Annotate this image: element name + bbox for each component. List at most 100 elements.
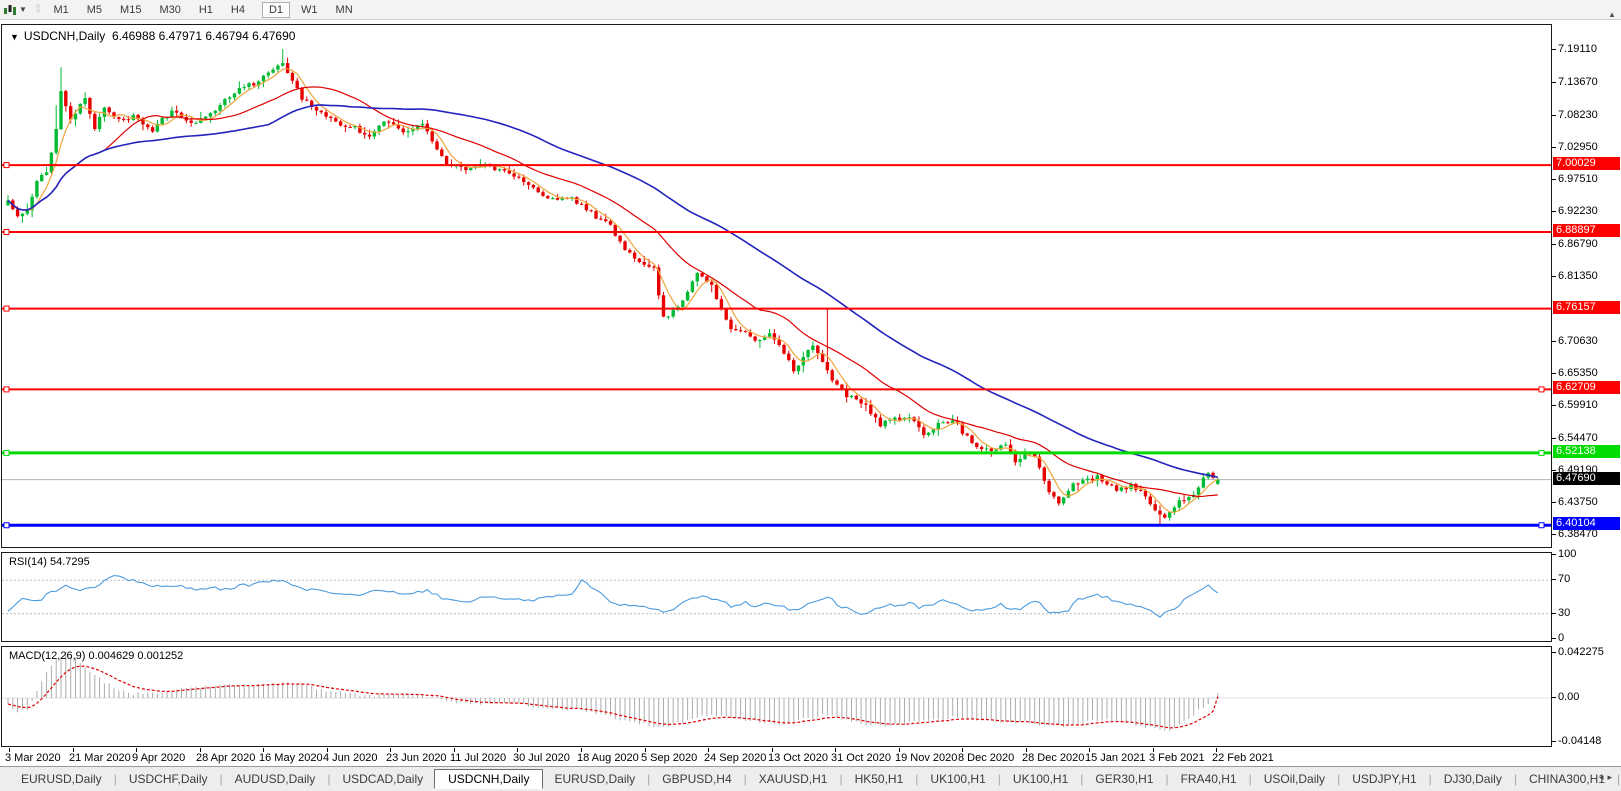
candle-body — [541, 192, 545, 196]
candle-body — [1004, 444, 1008, 446]
date-axis-label[interactable]: 5 Sep 2020 — [641, 752, 698, 764]
date-axis-label[interactable]: 21 Mar 2020 — [69, 752, 131, 764]
level-price-badge[interactable]: 7.00029 — [1553, 157, 1620, 170]
candle-body — [300, 88, 304, 100]
candle-body — [714, 284, 719, 300]
date-axis-label[interactable]: 23 Jun 2020 — [386, 752, 447, 764]
date-axis-label[interactable]: 3 Mar 2020 — [5, 752, 61, 764]
line-handle-right[interactable] — [1538, 522, 1545, 529]
level-price-badge[interactable]: 6.62709 — [1553, 381, 1620, 394]
date-axis-label[interactable]: 3 Feb 2021 — [1149, 752, 1205, 764]
chart-tool-dropdown-icon[interactable]: ▼ — [19, 5, 27, 14]
rsi-axis-tick — [1552, 638, 1556, 639]
candle-body — [613, 224, 617, 236]
candle-body — [411, 129, 415, 132]
chart-tool-icon[interactable] — [3, 4, 17, 16]
chart-tab-XAUUSD-H1[interactable]: XAUUSD,H1 — [758, 772, 828, 786]
chart-tab-CHINA300-H1[interactable]: CHINA300,H1 — [1528, 772, 1605, 786]
date-axis-label[interactable]: 4 Jun 2020 — [323, 752, 378, 764]
price-axis-tick — [1552, 49, 1556, 50]
date-axis-label[interactable]: 30 Jul 2020 — [513, 752, 570, 764]
date-axis-label[interactable]: 8 Dec 2020 — [958, 752, 1015, 764]
chart-tab-FRA40-H1[interactable]: FRA40,H1 — [1180, 772, 1237, 786]
level-price-badge[interactable]: 6.40104 — [1553, 517, 1620, 530]
price-chart-pane[interactable]: ▼ USDCNH,Daily 6.46988 6.47971 6.46794 6.… — [1, 24, 1552, 548]
level-price-badge[interactable]: 6.76157 — [1553, 301, 1620, 314]
price-axis-tick — [1552, 147, 1556, 148]
date-axis-label[interactable]: 16 May 2020 — [259, 752, 323, 764]
date-axis-tick — [1216, 748, 1217, 752]
chart-tab-USDJPY-H1[interactable]: USDJPY,H1 — [1352, 772, 1417, 786]
timeframe-button-M15[interactable]: M15 — [120, 3, 142, 16]
timeframe-button-M5[interactable]: M5 — [86, 3, 103, 16]
timeframe-button-MN[interactable]: MN — [335, 3, 353, 16]
timeframe-button-M1[interactable]: M1 — [53, 3, 69, 16]
timeframe-button-D1[interactable]: D1 — [261, 1, 291, 18]
chart-tab-AUDUSD-Daily[interactable]: AUDUSD,Daily — [234, 772, 316, 786]
chart-tab-EURUSD-Daily[interactable]: EURUSD,Daily — [21, 772, 102, 786]
tab-scroll-left-icon[interactable]: ◂ — [1598, 772, 1608, 782]
candle-body — [213, 110, 217, 114]
chart-tab-UK100-H1[interactable]: UK100,H1 — [1012, 772, 1069, 786]
date-axis-label[interactable]: 9 Apr 2020 — [132, 752, 186, 764]
line-handle-left[interactable] — [3, 386, 10, 393]
timeframe-button-W1[interactable]: W1 — [301, 3, 318, 16]
candle-body — [647, 264, 651, 267]
chart-tab-USOil-Daily[interactable]: USOil,Daily — [1263, 772, 1326, 786]
date-axis-label[interactable]: 19 Nov 2020 — [895, 752, 958, 764]
candle-body — [150, 127, 155, 132]
rsi-indicator-pane[interactable]: RSI(14) 54.7295 — [1, 552, 1552, 642]
chart-tab-GER30-H1[interactable]: GER30,H1 — [1095, 772, 1154, 786]
candle-body — [40, 175, 44, 182]
date-axis-label[interactable]: 18 Aug 2020 — [577, 752, 639, 764]
chart-tab-USDCNH-Daily[interactable]: USDCNH,Daily — [434, 769, 544, 789]
timeframe-button-H1[interactable]: H1 — [198, 3, 213, 16]
candle-body — [719, 299, 724, 310]
date-axis-label[interactable]: 11 Jul 2020 — [450, 752, 507, 764]
date-axis-label[interactable]: 22 Feb 2021 — [1212, 752, 1274, 764]
scroll-up-icon[interactable]: ▲ — [1608, 10, 1616, 19]
line-handle-left[interactable] — [3, 162, 10, 169]
date-axis-label[interactable]: 28 Dec 2020 — [1022, 752, 1085, 764]
level-price-badge[interactable]: 6.52138 — [1553, 445, 1620, 458]
candle-body — [363, 132, 367, 135]
candle-body — [218, 105, 222, 111]
date-axis-label[interactable]: 13 Oct 2020 — [768, 752, 828, 764]
chart-tab-USDCAD-Daily[interactable]: USDCAD,Daily — [342, 772, 424, 786]
price-axis-label: 7.08230 — [1558, 109, 1598, 121]
line-handle-left[interactable] — [3, 305, 10, 312]
line-handle-right[interactable] — [1538, 386, 1545, 393]
date-axis-label[interactable]: 31 Oct 2020 — [831, 752, 891, 764]
line-handle-right[interactable] — [1538, 449, 1545, 456]
chart-tab-HK50-H1[interactable]: HK50,H1 — [854, 772, 904, 786]
macd-indicator-pane[interactable]: MACD(12,26,9) 0.004629 0.001252 — [1, 646, 1552, 747]
date-axis-label[interactable]: 24 Sep 2020 — [704, 752, 767, 764]
line-handle-left[interactable] — [3, 449, 10, 456]
chart-tab-UK100-H1[interactable]: UK100,H1 — [930, 772, 986, 786]
tab-scroll-right-icon[interactable]: ▸ — [1607, 772, 1616, 782]
line-handle-left[interactable] — [3, 522, 10, 529]
candle-body — [926, 432, 931, 436]
line-handle-left[interactable] — [3, 229, 10, 236]
candle-body — [401, 128, 405, 133]
date-axis-label[interactable]: 28 Apr 2020 — [196, 752, 256, 764]
date-axis-tick — [835, 748, 836, 752]
date-axis-tick — [1153, 748, 1154, 752]
level-price-badge[interactable]: 6.88897 — [1553, 224, 1620, 237]
toolbar-grip-icon: ⁞⁞ — [35, 4, 40, 15]
chart-tab-GBPUSD-H4[interactable]: GBPUSD,H4 — [662, 772, 732, 786]
candle-body — [724, 309, 728, 320]
chart-tab-DJ30-Daily[interactable]: DJ30,Daily — [1443, 772, 1502, 786]
chart-collapse-icon[interactable]: ▼ — [10, 32, 19, 42]
price-axis-label: 6.43750 — [1558, 496, 1598, 508]
chart-tab-EURUSD-Daily[interactable]: EURUSD,Daily — [554, 772, 636, 786]
timeframe-button-H4[interactable]: H4 — [230, 3, 245, 16]
candle-body — [112, 112, 116, 118]
macd-axis-tick — [1552, 741, 1556, 742]
candle-body — [194, 122, 198, 124]
date-axis[interactable]: 3 Mar 2020 21 Mar 2020 9 Apr 2020 28 Apr 20… — [1, 748, 1552, 765]
price-axis-label: 6.81350 — [1558, 270, 1598, 282]
timeframe-button-M30[interactable]: M30 — [159, 3, 181, 16]
chart-tab-USDCHF-Daily[interactable]: USDCHF,Daily — [128, 772, 208, 786]
date-axis-label[interactable]: 15 Jan 2021 — [1085, 752, 1146, 764]
